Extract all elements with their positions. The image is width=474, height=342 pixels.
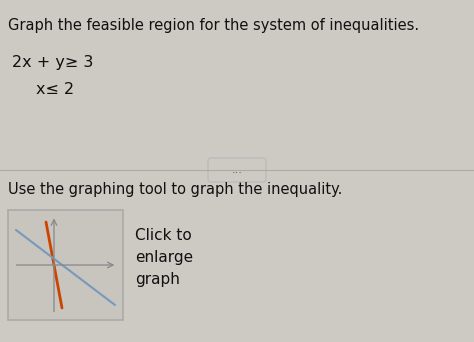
FancyBboxPatch shape bbox=[8, 210, 123, 320]
Text: x≤ 2: x≤ 2 bbox=[36, 82, 74, 97]
Text: graph: graph bbox=[135, 272, 180, 287]
Text: ...: ... bbox=[232, 165, 242, 175]
Text: Graph the feasible region for the system of inequalities.: Graph the feasible region for the system… bbox=[8, 18, 419, 33]
FancyBboxPatch shape bbox=[208, 158, 266, 182]
Text: 2x + y≥ 3: 2x + y≥ 3 bbox=[12, 55, 93, 70]
Text: enlarge: enlarge bbox=[135, 250, 193, 265]
Text: Use the graphing tool to graph the inequality.: Use the graphing tool to graph the inequ… bbox=[8, 182, 342, 197]
Text: Click to: Click to bbox=[135, 228, 192, 243]
